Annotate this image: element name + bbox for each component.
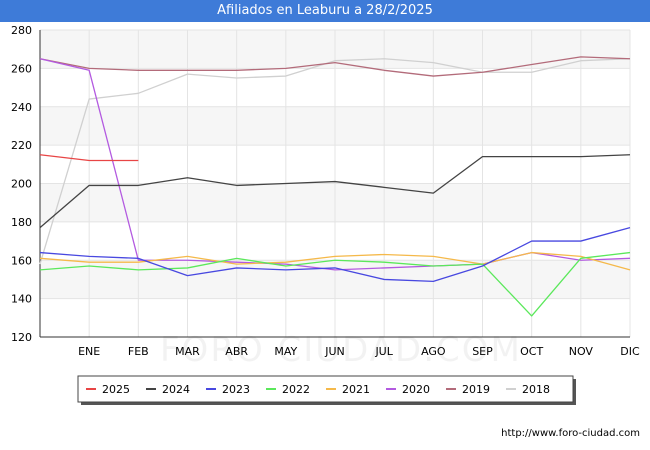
chart-title: Afiliados en Leaburu a 28/2/2025 [0,0,650,22]
y-tick-label: 160 [11,254,32,267]
legend-label-2020: 2020 [402,383,430,396]
y-tick-label: 280 [11,24,32,37]
legend-label-2023: 2023 [222,383,250,396]
x-tick-label: NOV [569,345,594,358]
series-line-2021 [39,251,631,271]
legend-label-2019: 2019 [462,383,490,396]
y-tick-label: 120 [11,331,32,344]
x-tick-label: JUN [324,345,345,358]
y-tick-label: 180 [11,216,32,229]
x-tick-label: FEB [128,345,149,358]
x-tick-label: ABR [225,345,248,358]
watermark: FORO CIUDAD.COM [160,330,522,370]
x-tick-label: DIC [620,345,640,358]
legend-label-2025: 2025 [102,383,130,396]
legend-label-2021: 2021 [342,383,370,396]
y-tick-label: 240 [11,101,32,114]
y-tick-label: 220 [11,139,32,152]
series-line-2023 [39,227,631,283]
series-line-2025 [39,154,139,162]
y-tick-label: 260 [11,62,32,75]
x-tick-label: MAR [175,345,200,358]
legend-box [77,375,574,403]
x-tick-label: AGO [421,345,446,358]
chart-area: 120 140 160 180 200 220 240 260 280 ENE FEB MAR ABR M… [11,24,640,405]
series-line-2024 [39,154,631,229]
legend-label-2024: 2024 [162,383,190,396]
x-tick-label: JUL [374,345,393,358]
x-tick-label: OCT [520,345,543,358]
y-tick-label: 200 [11,178,32,191]
legend-label-2018: 2018 [522,383,550,396]
series-line-2022 [39,251,631,317]
x-tick-label: ENE [78,345,100,358]
series-line-2019 [39,56,631,77]
source-link[interactable]: http://www.foro-ciudad.com [501,428,640,439]
y-tick-label: 140 [11,293,32,306]
x-tick-label: SEP [472,345,493,358]
legend-label-2022: 2022 [282,383,310,396]
series-line-2018 [39,58,631,265]
x-tick-label: MAY [274,345,297,358]
